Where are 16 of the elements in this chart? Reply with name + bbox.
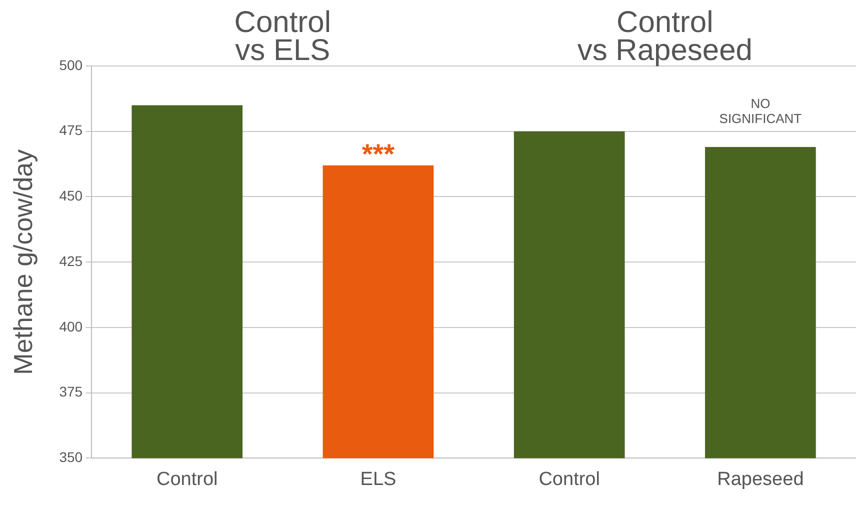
y-axis-title: Methane g/cow/day [8,149,38,375]
y-tick-label: 425 [59,252,83,269]
x-tick-label: ELS [360,468,396,490]
y-tick-label: 375 [59,384,83,400]
y-tick-label: 350 [59,449,83,466]
annotation: *** [362,138,395,170]
x-tick-label: Control [156,468,218,490]
y-tick-label: 475 [59,122,83,138]
y-tick-label: 400 [59,318,83,334]
x-tick-label: Rapeseed [717,468,804,490]
annotation: NO SIGNIFICANT [719,96,802,126]
y-tick-label: 500 [59,56,83,73]
x-tick-label: Control [538,468,600,490]
y-tick-label: 450 [59,188,83,204]
annotation: Control vs ELS [234,6,332,67]
annotation: Control vs Rapeseed [577,6,752,67]
